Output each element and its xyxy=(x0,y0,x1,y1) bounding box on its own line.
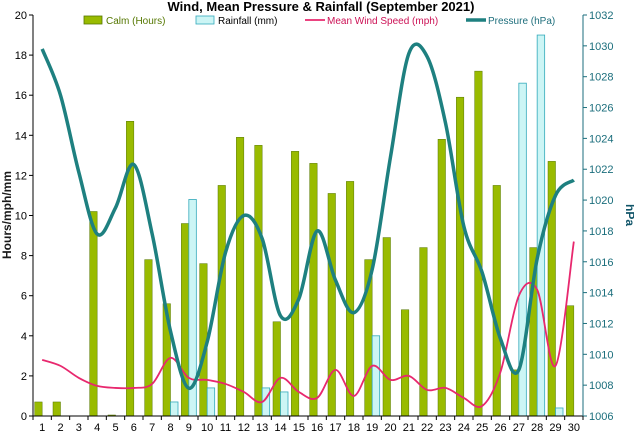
y-axis-label-left: Hours/mph/mm xyxy=(0,171,14,259)
x-tick-label: 14 xyxy=(274,422,286,434)
y-tick-label-left: 16 xyxy=(15,90,27,102)
y-tick-label-left: 14 xyxy=(15,130,27,142)
bar-rainfall xyxy=(371,335,381,417)
y-tick-label-right: 1018 xyxy=(589,226,613,238)
bar-calm xyxy=(401,309,410,417)
bar-calm xyxy=(309,163,318,417)
y-tick-label-right: 1008 xyxy=(589,380,613,392)
x-tick-label: 30 xyxy=(568,422,580,434)
x-tick-label: 17 xyxy=(329,422,341,434)
bar-calm xyxy=(272,321,281,417)
y-tick-label-right: 1024 xyxy=(589,133,613,145)
x-tick-label: 8 xyxy=(167,422,173,434)
y-tick-label-right: 1006 xyxy=(589,411,613,423)
bar-rainfall xyxy=(280,391,289,417)
x-tick-label: 28 xyxy=(531,422,543,434)
x-tick-label: 5 xyxy=(112,422,118,434)
bar-calm xyxy=(34,401,43,417)
x-tick-label: 25 xyxy=(476,422,488,434)
y-tick-label-left: 10 xyxy=(15,211,27,223)
bar-calm xyxy=(52,401,61,417)
chart-title: Wind, Mean Pressure & Rainfall (Septembe… xyxy=(168,0,475,14)
bar-calm xyxy=(474,70,483,417)
bar-calm xyxy=(144,259,153,417)
legend-swatch xyxy=(83,15,103,25)
x-tick-label: 22 xyxy=(421,422,433,434)
y-tick-label-right: 1010 xyxy=(589,349,613,361)
x-tick-label: 9 xyxy=(186,422,192,434)
y-tick-label-right: 1032 xyxy=(589,10,613,22)
y-tick-label-right: 1016 xyxy=(589,257,613,269)
bar-rainfall xyxy=(170,401,179,417)
legend-label: Rainfall (mm) xyxy=(218,16,277,27)
y-tick-label-right: 1030 xyxy=(589,41,613,53)
y-tick-label-left: 18 xyxy=(15,50,27,62)
y-tick-label-right: 1028 xyxy=(589,72,613,84)
bar-calm xyxy=(254,145,263,417)
y-tick-label-left: 6 xyxy=(21,291,27,303)
y-tick-label-right: 1014 xyxy=(589,288,613,300)
legend-swatch xyxy=(195,15,215,25)
bar-calm xyxy=(327,193,336,417)
y-tick-label-right: 1026 xyxy=(589,103,613,115)
x-tick-label: 1 xyxy=(39,422,45,434)
x-tick-label: 7 xyxy=(149,422,155,434)
legend-label: Mean Wind Speed (mph) xyxy=(327,16,438,27)
bar-rainfall xyxy=(555,407,564,417)
x-tick-label: 3 xyxy=(76,422,82,434)
x-tick-label: 13 xyxy=(256,422,268,434)
legend-label: Calm (Hours) xyxy=(106,16,165,27)
x-tick-label: 23 xyxy=(439,422,451,434)
x-tick-label: 24 xyxy=(458,422,470,434)
y-tick-label-right: 1020 xyxy=(589,195,613,207)
bar-calm xyxy=(236,137,245,417)
x-tick-label: 2 xyxy=(57,422,63,434)
x-tick-label: 18 xyxy=(348,422,360,434)
x-tick-label: 16 xyxy=(311,422,323,434)
bar-calm xyxy=(456,96,465,417)
y-tick-label-left: 0 xyxy=(21,411,27,423)
legend-label: Pressure (hPa) xyxy=(488,16,555,27)
bar-calm xyxy=(511,369,520,417)
x-tick-label: 26 xyxy=(494,422,506,434)
y-tick-label-left: 20 xyxy=(15,10,27,22)
x-tick-label: 21 xyxy=(403,422,415,434)
legend: Calm (Hours) Rainfall (mm) Mean Wind Speed… xyxy=(83,15,555,27)
x-tick-label: 4 xyxy=(94,422,100,434)
y-tick-label-left: 8 xyxy=(21,251,27,263)
x-tick-label: 11 xyxy=(220,422,231,434)
bars xyxy=(34,34,575,417)
x-tick-label: 6 xyxy=(131,422,137,434)
y-tick-label-right: 1022 xyxy=(589,164,613,176)
y-tick-label-left: 12 xyxy=(15,170,27,182)
bar-calm xyxy=(382,237,391,417)
x-tick-label: 19 xyxy=(366,422,378,434)
x-tick-label: 20 xyxy=(384,422,396,434)
bar-calm xyxy=(437,139,446,417)
bar-calm xyxy=(291,151,300,417)
x-tick-label: 12 xyxy=(238,422,250,434)
y-tick-label-left: 4 xyxy=(21,331,27,343)
x-tick-label: 10 xyxy=(201,422,213,434)
bar-calm xyxy=(419,247,428,417)
lines xyxy=(40,42,575,408)
axes: 0246810121416182010061008101010121014101… xyxy=(15,10,614,434)
y-tick-label-right: 1012 xyxy=(589,318,613,330)
bar-calm xyxy=(566,305,575,417)
y-tick-label-left: 2 xyxy=(21,371,27,383)
bar-calm xyxy=(346,181,355,417)
x-tick-label: 15 xyxy=(293,422,305,434)
y-axis-label-right: hPa xyxy=(623,204,634,226)
x-tick-label: 27 xyxy=(513,422,525,434)
bar-rainfall xyxy=(206,387,216,417)
x-tick-label: 29 xyxy=(549,422,561,434)
